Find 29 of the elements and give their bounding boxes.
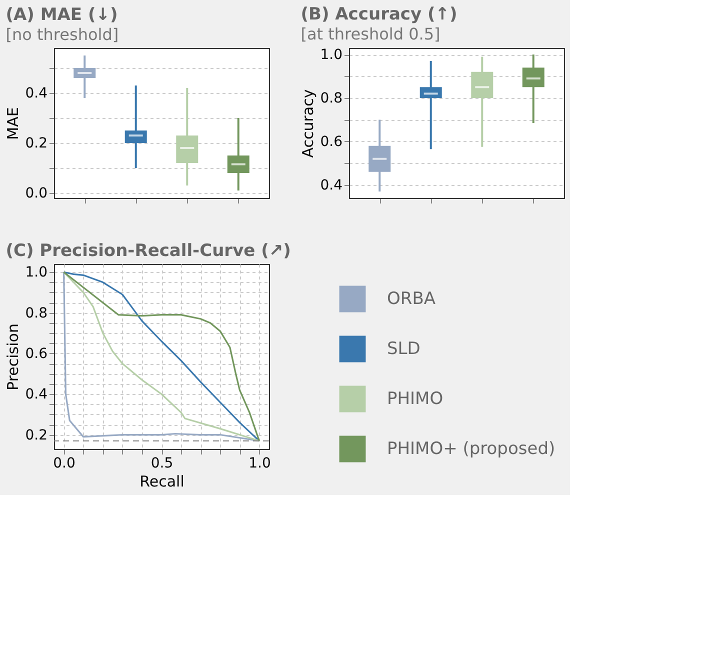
y-tick-label: 0.6 (320, 134, 343, 150)
y-tick-label: 0.2 (25, 427, 48, 444)
line-series (62, 271, 260, 442)
y-axis-title: Precision (4, 324, 22, 390)
x-tick-label: 0.0 (53, 456, 76, 472)
chart-title: (B) Accuracy (↑) (300, 4, 458, 25)
y-tick-label: 0.2 (25, 136, 48, 152)
legend-label: PHIMO+ (proposed) (387, 439, 556, 459)
y-tick-label: 0.4 (320, 177, 343, 194)
x-tick-label: 0.5 (150, 456, 174, 472)
chart-title: (C) Precision-Recall-Curve (↗) (6, 241, 291, 261)
y-tick-label: 0.0 (25, 186, 48, 202)
y-tick-label: 0.8 (25, 305, 48, 322)
x-tick-label: 1.0 (248, 456, 271, 472)
y-tick-label: 0.4 (25, 386, 48, 403)
y-tick-label: 0.4 (25, 86, 48, 102)
chart-subtitle: [no threshold] (6, 25, 119, 44)
legend-label: PHIMO (387, 389, 444, 409)
y-tick-label: 1.0 (25, 264, 48, 281)
y-axis-title: Accuracy (299, 89, 318, 158)
y-axis-title: MAE (4, 107, 22, 140)
y-tick-label: 1.0 (320, 47, 342, 64)
y-tick-label: 0.6 (25, 346, 48, 362)
chart-title: (A) MAE (↓) (6, 5, 118, 25)
legend-label: SLD (387, 339, 420, 359)
x-axis-title: Recall (140, 472, 184, 490)
chart-subtitle: [at threshold 0.5] (300, 24, 440, 44)
y-tick-label: 0.8 (320, 90, 342, 106)
legend-label: ORBA (387, 289, 436, 309)
